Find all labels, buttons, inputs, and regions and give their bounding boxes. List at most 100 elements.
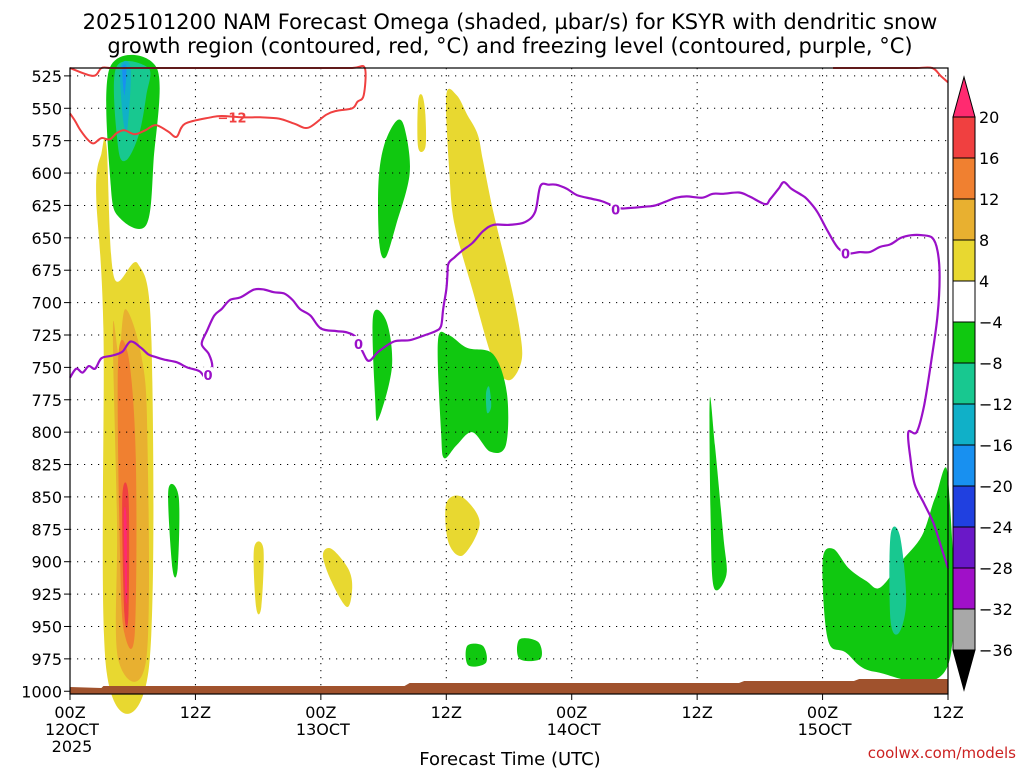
colorbar-label-11: −28	[979, 559, 1013, 578]
omega-region-23-level-neg8	[889, 526, 907, 635]
x-tick-label-36-line1: 12Z	[431, 703, 462, 722]
y-tick-label-600: 600	[31, 164, 62, 183]
y-tick-label-875: 875	[31, 520, 62, 539]
y-tick-label-725: 725	[31, 326, 62, 345]
y-tick-label-825: 825	[31, 456, 62, 475]
freezing-label-2: 0	[611, 203, 620, 218]
freezing-level-contour	[69, 180, 950, 569]
colorbar-label-10: −24	[979, 518, 1013, 537]
y-tick-label-575: 575	[31, 132, 62, 151]
y-tick-label-625: 625	[31, 196, 62, 215]
y-tick-label-975: 975	[31, 650, 62, 669]
omega-region-21-level-neg4	[709, 397, 727, 591]
freezing-label-3: 0	[841, 247, 850, 262]
omega-region-22-level-neg4	[822, 467, 954, 683]
x-tick-label-12-line1: 12Z	[180, 703, 211, 722]
colorbar-box-6	[952, 362, 976, 405]
y-tick-label-800: 800	[31, 423, 62, 442]
freezing-label-bg-2	[610, 201, 621, 216]
x-tick-label-24-line2: 13OCT	[296, 720, 350, 739]
freezing-label-bg-1	[353, 336, 364, 351]
colorbar-label-9: −20	[979, 477, 1013, 496]
colorbar-box-0	[952, 116, 976, 159]
omega-region-19-level-neg4	[465, 643, 487, 667]
colorbar-box-10	[952, 526, 976, 569]
colorbar-box-11	[952, 567, 976, 610]
colorbar-label-1: 16	[979, 149, 999, 168]
y-tick-label-550: 550	[31, 99, 62, 118]
omega-region-10-level-4	[253, 541, 264, 615]
colorbar-label-7: −12	[979, 395, 1013, 414]
freezing-label-bg-0	[202, 367, 213, 382]
chart-title-line1: 2025101200 NAM Forecast Omega (shaded, µ…	[83, 10, 938, 34]
colorbar-label-2: 12	[979, 190, 999, 209]
y-tick-label-700: 700	[31, 294, 62, 313]
colorbar-box-4	[952, 280, 976, 323]
credit-text: coolwx.com/models	[868, 744, 1016, 762]
colorbar-label-13: −36	[979, 641, 1013, 660]
plot-background	[70, 68, 948, 694]
y-axis: 525 550 575 600 625 650 675 700 725 750 775 800 825 8…	[21, 67, 70, 701]
x-tick-label-48-line2: 14OCT	[547, 720, 601, 739]
y-tick-label-950: 950	[31, 617, 62, 636]
omega-region-4-level-20	[123, 506, 128, 604]
omega-region-8-level-neg16	[122, 64, 127, 96]
y-tick-label-650: 650	[31, 229, 62, 248]
colorbar-label-6: −8	[979, 354, 1003, 373]
colorbar: 20 16 12 8 4 −4 −8 −12 −16 −20 −24 −28 −32 −36	[952, 75, 1013, 692]
x-axis-label: Forecast Time (UTC)	[419, 749, 600, 768]
omega-region-9-level-neg4	[168, 483, 180, 578]
omega-region-17-level-neg8	[485, 386, 492, 414]
freezing-label-bg-3	[840, 245, 851, 260]
chart-title-line2: growth region (contoured, red, °C) and f…	[107, 34, 912, 58]
x-tick-label-84-line1: 12Z	[932, 703, 963, 722]
colorbar-label-0: 20	[979, 108, 999, 127]
x-tick-label-0-line3: 2025	[52, 737, 93, 756]
y-tick-label-850: 850	[31, 488, 62, 507]
x-tick-label-0-line1: 00Z	[54, 703, 85, 722]
colorbar-label-12: −32	[979, 600, 1013, 619]
freezing-label-1: 0	[354, 338, 363, 353]
y-tick-label-775: 775	[31, 391, 62, 410]
colorbar-label-5: −4	[979, 313, 1003, 332]
colorbar-label-3: 8	[979, 231, 989, 250]
colorbar-box-7	[952, 403, 976, 446]
y-tick-label-925: 925	[31, 585, 62, 604]
colorbar-box-8	[952, 444, 976, 487]
x-tick-label-60-line1: 12Z	[681, 703, 712, 722]
omega-region-15-level-4	[446, 88, 523, 381]
colorbar-box-5	[952, 321, 976, 364]
x-tick-label-48-line1: 00Z	[556, 703, 587, 722]
dendritic-contour-label: −12	[218, 111, 247, 126]
y-tick-label-750: 750	[31, 358, 62, 377]
colorbar-box-1	[952, 157, 976, 200]
colorbar-box-12	[952, 608, 976, 651]
y-tick-label-900: 900	[31, 553, 62, 572]
x-tick-label-72-line1: 00Z	[807, 703, 838, 722]
terrain-band	[70, 679, 948, 694]
omega-region-11-level-4	[322, 548, 353, 608]
omega-region-14-level-4	[417, 94, 427, 153]
colorbar-box-2	[952, 198, 976, 241]
plot-area: −12 0 0 0 0	[69, 54, 954, 714]
omega-region-20-level-neg4	[516, 638, 543, 662]
colorbar-label-4: 4	[979, 272, 989, 291]
x-tick-label-24-line1: 00Z	[305, 703, 336, 722]
omega-region-13-level-neg4	[378, 119, 410, 259]
x-tick-label-72-line2: 15OCT	[798, 720, 852, 739]
plot-frame	[69, 67, 949, 695]
omega-shading	[96, 54, 954, 714]
y-tick-label-675: 675	[31, 261, 62, 280]
colorbar-box-3	[952, 239, 976, 282]
omega-region-16-level-neg4	[437, 331, 509, 459]
colorbar-bottom-triangle	[952, 649, 976, 692]
colorbar-top-triangle	[952, 75, 976, 118]
colorbar-box-9	[952, 485, 976, 528]
x-tick-label-0-line2: 12OCT	[45, 720, 99, 739]
y-tick-label-525: 525	[31, 67, 62, 86]
omega-region-18-level-4	[445, 495, 480, 556]
freezing-level-labels: 0 0 0 0	[202, 201, 851, 384]
omega-region-12-level-neg4	[372, 309, 393, 421]
